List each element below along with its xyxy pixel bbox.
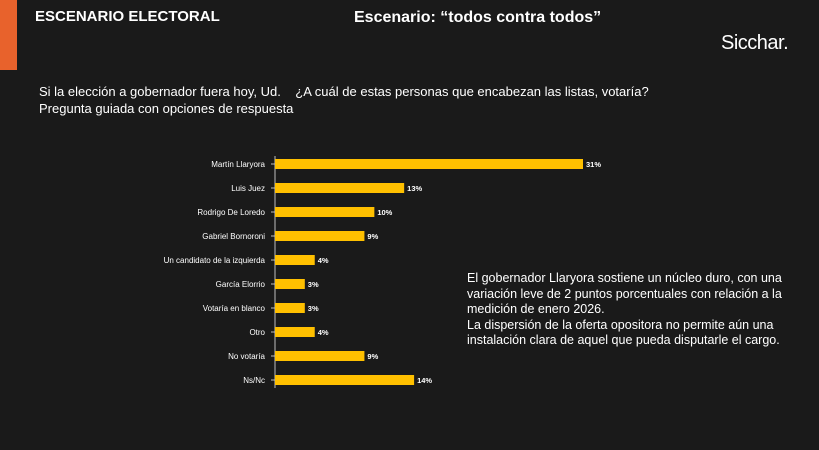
note-paragraph-2: La dispersión de la oferta opositora no …: [467, 317, 780, 348]
data-label: 3%: [308, 280, 319, 289]
data-label: 9%: [367, 352, 378, 361]
section-title: ESCENARIO ELECTORAL: [35, 8, 220, 25]
bar: [275, 303, 305, 313]
data-label: 13%: [407, 184, 422, 193]
data-label: 3%: [308, 304, 319, 313]
bar: [275, 159, 583, 169]
chart-marks: Martín Llaryora 31% Luis Juez 13% Rodrigo De…: [164, 156, 601, 388]
data-label: 9%: [367, 232, 378, 241]
analysis-note: El gobernador Llaryora sostiene un núcle…: [467, 271, 807, 349]
question-text: Si la elección a gobernador fuera hoy, U…: [39, 84, 649, 99]
bar: [275, 351, 365, 361]
data-label: 4%: [318, 328, 329, 337]
bar: [275, 255, 315, 265]
bar: [275, 207, 375, 217]
brand-logo: Sicchar.: [721, 32, 789, 54]
category-label: García Elorrio: [216, 280, 266, 289]
category-label: Rodrigo De Loredo: [197, 208, 265, 217]
bar: [275, 231, 365, 241]
scenario-title: Escenario: “todos contra todos”: [354, 9, 602, 26]
question-subtitle: Pregunta guiada con opciones de respuest…: [39, 101, 294, 116]
data-label: 31%: [586, 160, 601, 169]
category-label: Un candidato de la izquierda: [164, 256, 266, 265]
bar: [275, 327, 315, 337]
bar: [275, 183, 405, 193]
bar-chart: Martín Llaryora 31% Luis Juez 13% Rodrigo De…: [164, 156, 601, 388]
category-label: No votaría: [228, 352, 265, 361]
bar: [275, 279, 305, 289]
bar: [275, 375, 415, 385]
category-label: Otro: [249, 328, 265, 337]
data-label: 10%: [377, 208, 392, 217]
category-label: Gabriel Bornoroni: [202, 232, 265, 241]
category-label: Votaría en blanco: [203, 304, 266, 313]
note-paragraph-1: El gobernador Llaryora sostiene un núcle…: [467, 271, 782, 316]
category-label: Martín Llaryora: [211, 160, 265, 169]
question-block: Si la elección a gobernador fuera hoy, U…: [39, 83, 649, 117]
accent-bar: [0, 0, 17, 70]
data-label: 4%: [318, 256, 329, 265]
category-label: Luis Juez: [231, 184, 265, 193]
category-label: Ns/Nc: [243, 376, 265, 385]
data-label: 14%: [417, 376, 432, 385]
